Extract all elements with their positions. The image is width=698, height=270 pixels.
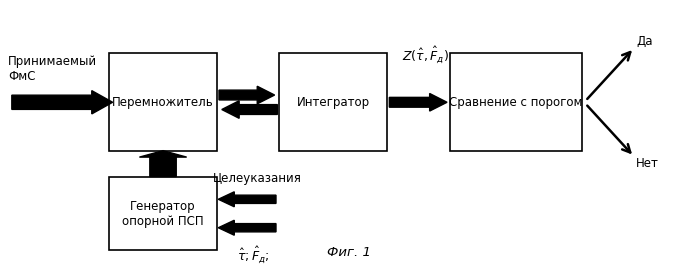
FancyArrow shape — [12, 91, 112, 114]
Text: Принимаемый
ФмС: Принимаемый ФмС — [8, 55, 98, 83]
Bar — [450, 53, 582, 151]
FancyArrow shape — [219, 86, 274, 104]
Text: Нет: Нет — [636, 157, 659, 170]
Text: Фиг. 1: Фиг. 1 — [327, 246, 371, 259]
FancyArrow shape — [222, 101, 277, 118]
Text: Целеуказания: Целеуказания — [212, 172, 302, 185]
Bar — [109, 177, 217, 250]
Text: Да: Да — [636, 35, 653, 48]
Text: Перемножитель: Перемножитель — [112, 96, 214, 109]
FancyArrow shape — [218, 220, 276, 235]
Bar — [109, 53, 217, 151]
Text: $\hat{\tau};\hat{F}_д;$: $\hat{\tau};\hat{F}_д;$ — [237, 245, 269, 266]
Text: Сравнение с порогом: Сравнение с порогом — [449, 96, 583, 109]
Bar — [279, 53, 387, 151]
Text: $Z(\hat{\tau},\hat{F}_д)$: $Z(\hat{\tau},\hat{F}_д)$ — [402, 45, 449, 66]
FancyArrow shape — [389, 93, 447, 111]
FancyArrow shape — [218, 192, 276, 207]
Text: Генератор
опорной ПСП: Генератор опорной ПСП — [122, 200, 204, 228]
FancyArrow shape — [140, 151, 186, 177]
Text: Интегратор: Интегратор — [297, 96, 370, 109]
